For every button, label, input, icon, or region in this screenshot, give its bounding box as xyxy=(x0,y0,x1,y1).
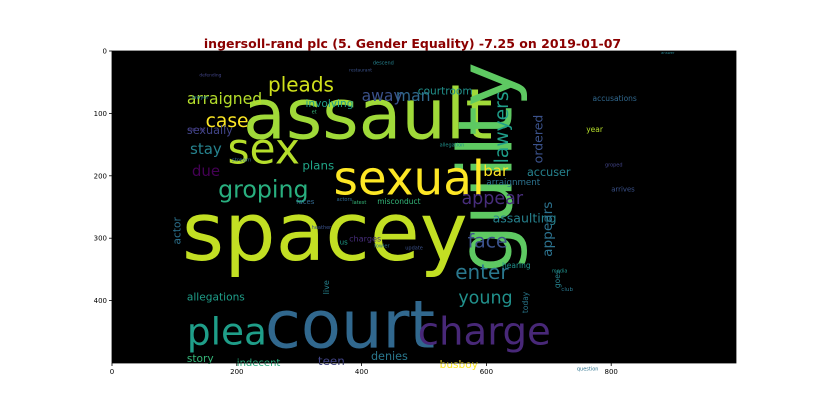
word-allegation: allegation xyxy=(440,142,465,148)
word-descend: descend xyxy=(373,61,394,67)
word-arraigned: arraigned xyxy=(187,90,262,108)
word-us: us xyxy=(340,238,348,246)
plot-background xyxy=(112,51,736,363)
word-groped: groped xyxy=(605,162,623,168)
y-tick-label: 100 xyxy=(94,110,107,118)
y-axis: 0 100 200 300 400 xyxy=(94,48,112,305)
word-face: face xyxy=(468,232,508,253)
word-stay: stay xyxy=(190,140,222,158)
word-update: update xyxy=(405,245,423,251)
word-away: away xyxy=(362,87,403,105)
y-tick-label: 400 xyxy=(94,297,107,305)
word-hearing: hearing xyxy=(502,261,531,270)
word-heather: heather xyxy=(312,225,333,231)
word-sexual: sexual xyxy=(334,153,485,207)
word-stream: stream xyxy=(232,157,252,163)
word-arraignment: arraignment xyxy=(486,178,540,188)
chart-title: ingersoll-rand plc (5. Gender Equality) … xyxy=(203,36,622,51)
word-pleads: pleads xyxy=(268,73,334,97)
y-tick-label: 200 xyxy=(94,172,107,180)
word-case: case xyxy=(206,111,249,132)
word-question: question xyxy=(577,366,599,372)
word-lawyer: lawyer xyxy=(192,95,210,101)
x-axis: 0 200 400 600 800 xyxy=(110,363,618,376)
y-tick-label: 0 xyxy=(103,48,107,56)
word-sexually: sexually xyxy=(187,124,233,137)
word-defending: defending xyxy=(199,73,221,79)
word-allegations: allegations xyxy=(187,292,245,304)
y-tick-label: 300 xyxy=(94,235,107,243)
word-club: club xyxy=(561,287,573,293)
word-sex: sex xyxy=(227,124,300,173)
word-groping: groping xyxy=(218,176,308,204)
word-plea: plea xyxy=(187,309,267,353)
word-indecent: indecent xyxy=(237,358,281,369)
word-today: today xyxy=(521,291,530,313)
word-misconduct: misconduct xyxy=(377,197,420,206)
word-actors: actors xyxy=(337,197,353,203)
word-secret: secret xyxy=(188,127,206,133)
word-man: man xyxy=(396,87,431,105)
word-ordered: ordered xyxy=(531,115,546,164)
x-tick-label: 400 xyxy=(355,368,368,376)
word-busboy: busboy xyxy=(440,359,478,371)
word-arrives: arrives xyxy=(611,185,635,193)
x-tick-label: 600 xyxy=(480,368,493,376)
word-year: year xyxy=(586,125,604,134)
word-involving: involving xyxy=(305,98,353,110)
word-assault: assault xyxy=(243,74,493,155)
word-lawyers: lawyers xyxy=(492,91,513,163)
word-guilty: guilty xyxy=(441,62,529,272)
word-goes: goes xyxy=(553,270,562,288)
word-plans: plans xyxy=(302,159,334,173)
x-tick-label: 800 xyxy=(605,368,618,376)
word-denies: denies xyxy=(371,350,408,363)
word-charge: charge xyxy=(418,309,551,354)
word-courtroom: courtroom xyxy=(418,86,473,98)
word-media: media xyxy=(552,269,568,275)
word-spacey: spacey xyxy=(182,186,468,280)
word-charges: charges xyxy=(349,233,381,243)
word-enter: enter xyxy=(455,260,509,284)
word-bar: bar xyxy=(483,162,509,180)
word-actor: actor xyxy=(172,216,184,244)
word-faces: faces xyxy=(296,198,315,206)
word-live: live xyxy=(321,280,331,294)
word-appear: appear xyxy=(461,189,523,209)
word-young: young xyxy=(458,289,512,309)
word-accuser: accuser xyxy=(527,166,571,179)
x-tick-label: 0 xyxy=(110,368,114,376)
word-court: court xyxy=(265,287,435,363)
word-teen: teen xyxy=(318,354,345,368)
word-fowler: fowler xyxy=(374,244,390,250)
plot-frame xyxy=(111,50,737,364)
word-assaulting: assaulting xyxy=(493,211,557,226)
word-due: due xyxy=(192,162,220,180)
word-answer: answer xyxy=(661,51,675,55)
word-restaurant: restaurant xyxy=(349,68,372,74)
x-tick-label: 200 xyxy=(230,368,243,376)
word-story: story xyxy=(187,353,214,365)
word-appears: appears xyxy=(540,202,556,257)
word-accusations: accusations xyxy=(592,94,636,103)
word-et: et xyxy=(312,109,317,115)
word-latest: latest xyxy=(352,200,366,206)
